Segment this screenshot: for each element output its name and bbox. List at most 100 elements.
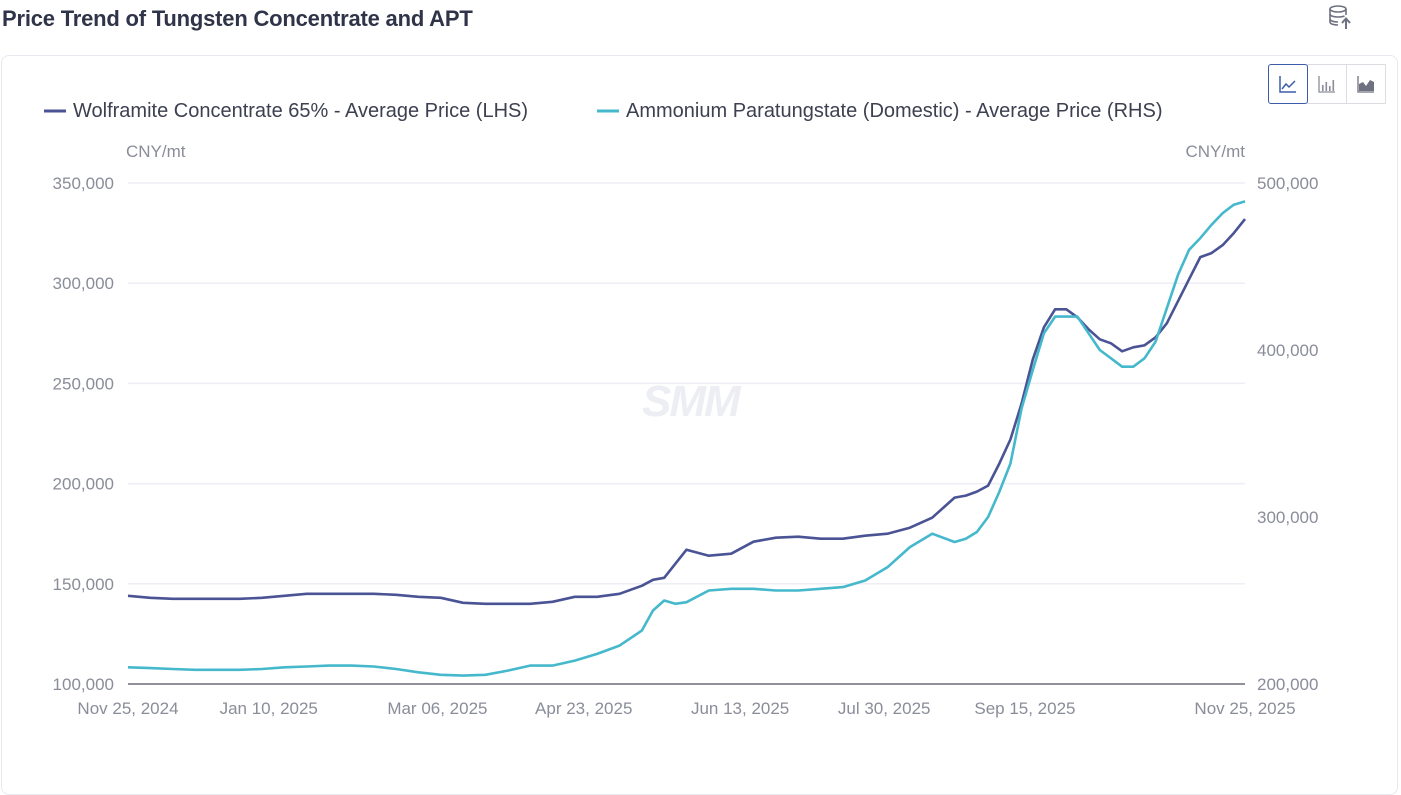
data-point-wolframite[interactable]	[996, 461, 1002, 467]
data-point-apt[interactable]	[549, 663, 555, 669]
data-point-apt[interactable]	[527, 663, 533, 669]
data-point-wolframite[interactable]	[482, 601, 488, 607]
data-point-wolframite[interactable]	[1108, 340, 1114, 346]
data-point-apt[interactable]	[996, 489, 1002, 495]
data-point-apt[interactable]	[1242, 198, 1248, 204]
data-point-wolframite[interactable]	[527, 601, 533, 607]
legend-item-lhs[interactable]: Wolframite Concentrate 65% - Average Pri…	[44, 100, 528, 122]
data-point-wolframite[interactable]	[460, 600, 466, 606]
area-chart-button[interactable]	[1346, 64, 1386, 104]
data-point-apt[interactable]	[661, 598, 667, 604]
data-point-apt[interactable]	[371, 663, 377, 669]
data-point-apt[interactable]	[214, 667, 220, 673]
data-point-wolframite[interactable]	[885, 531, 891, 537]
data-point-apt[interactable]	[751, 586, 757, 592]
data-point-wolframite[interactable]	[974, 489, 980, 495]
data-point-wolframite[interactable]	[1030, 356, 1036, 362]
data-point-wolframite[interactable]	[259, 595, 265, 601]
data-point-apt[interactable]	[1220, 210, 1226, 216]
data-point-wolframite[interactable]	[192, 596, 198, 602]
data-point-apt[interactable]	[259, 666, 265, 672]
data-point-wolframite[interactable]	[616, 591, 622, 597]
data-point-apt[interactable]	[1141, 355, 1147, 361]
data-point-apt[interactable]	[929, 531, 935, 537]
data-point-apt[interactable]	[1130, 364, 1136, 370]
data-point-wolframite[interactable]	[706, 553, 712, 559]
data-point-apt[interactable]	[505, 668, 511, 674]
data-point-apt[interactable]	[795, 587, 801, 593]
data-point-apt[interactable]	[1019, 405, 1025, 411]
data-point-apt[interactable]	[650, 608, 656, 614]
data-point-apt[interactable]	[952, 539, 958, 545]
data-point-apt[interactable]	[907, 544, 913, 550]
data-point-apt[interactable]	[1097, 347, 1103, 353]
export-data-button[interactable]	[1326, 2, 1356, 32]
data-point-apt[interactable]	[460, 673, 466, 679]
data-point-apt[interactable]	[672, 601, 678, 607]
data-point-apt[interactable]	[415, 669, 421, 675]
data-point-apt[interactable]	[1030, 367, 1036, 373]
data-point-apt[interactable]	[125, 664, 131, 670]
data-point-apt[interactable]	[862, 577, 868, 583]
data-point-wolframite[interactable]	[661, 575, 667, 581]
data-point-apt[interactable]	[1208, 222, 1214, 228]
data-point-wolframite[interactable]	[650, 577, 656, 583]
data-point-apt[interactable]	[482, 672, 488, 678]
data-point-wolframite[interactable]	[393, 592, 399, 598]
data-point-apt[interactable]	[393, 666, 399, 672]
data-point-wolframite[interactable]	[818, 536, 824, 542]
data-point-apt[interactable]	[572, 658, 578, 664]
data-point-wolframite[interactable]	[549, 599, 555, 605]
data-point-apt[interactable]	[281, 664, 287, 670]
data-point-apt[interactable]	[684, 599, 690, 605]
data-point-wolframite[interactable]	[1242, 216, 1248, 222]
data-point-wolframite[interactable]	[237, 596, 243, 602]
data-point-apt[interactable]	[1052, 314, 1058, 320]
data-point-apt[interactable]	[147, 665, 153, 671]
data-point-wolframite[interactable]	[326, 591, 332, 597]
data-point-apt[interactable]	[1231, 202, 1237, 208]
data-point-apt[interactable]	[348, 663, 354, 669]
data-point-apt[interactable]	[639, 628, 645, 634]
data-point-wolframite[interactable]	[348, 591, 354, 597]
data-point-wolframite[interactable]	[840, 536, 846, 542]
data-point-wolframite[interactable]	[639, 583, 645, 589]
data-point-apt[interactable]	[1108, 355, 1114, 361]
series-line-apt[interactable]	[127, 200, 1246, 677]
data-point-wolframite[interactable]	[1220, 242, 1226, 248]
data-point-wolframite[interactable]	[1141, 342, 1147, 348]
data-point-wolframite[interactable]	[1041, 324, 1047, 330]
data-point-wolframite[interactable]	[170, 596, 176, 602]
data-point-wolframite[interactable]	[371, 591, 377, 597]
data-point-apt[interactable]	[1164, 305, 1170, 311]
data-point-apt[interactable]	[1041, 330, 1047, 336]
data-point-apt[interactable]	[818, 586, 824, 592]
legend-item-rhs[interactable]: Ammonium Paratungstate (Domestic) - Aver…	[597, 100, 1162, 122]
data-point-wolframite[interactable]	[1208, 250, 1214, 256]
data-point-apt[interactable]	[326, 663, 332, 669]
data-point-wolframite[interactable]	[214, 596, 220, 602]
data-point-apt[interactable]	[728, 586, 734, 592]
data-point-apt[interactable]	[963, 536, 969, 542]
data-point-apt[interactable]	[438, 672, 444, 678]
data-point-apt[interactable]	[840, 584, 846, 590]
data-point-apt[interactable]	[706, 587, 712, 593]
data-point-apt[interactable]	[170, 666, 176, 672]
data-point-apt[interactable]	[974, 529, 980, 535]
data-point-wolframite[interactable]	[304, 591, 310, 597]
data-point-wolframite[interactable]	[1052, 306, 1058, 312]
data-point-apt[interactable]	[237, 667, 243, 673]
data-point-wolframite[interactable]	[728, 551, 734, 557]
data-point-wolframite[interactable]	[572, 594, 578, 600]
data-point-wolframite[interactable]	[684, 547, 690, 553]
data-point-apt[interactable]	[1086, 330, 1092, 336]
data-point-wolframite[interactable]	[415, 594, 421, 600]
data-point-apt[interactable]	[1197, 235, 1203, 241]
data-point-wolframite[interactable]	[1097, 336, 1103, 342]
data-point-apt[interactable]	[1119, 364, 1125, 370]
data-point-wolframite[interactable]	[1197, 254, 1203, 260]
data-point-apt[interactable]	[885, 564, 891, 570]
data-point-wolframite[interactable]	[1231, 230, 1237, 236]
data-point-wolframite[interactable]	[505, 601, 511, 607]
data-point-apt[interactable]	[1063, 314, 1069, 320]
